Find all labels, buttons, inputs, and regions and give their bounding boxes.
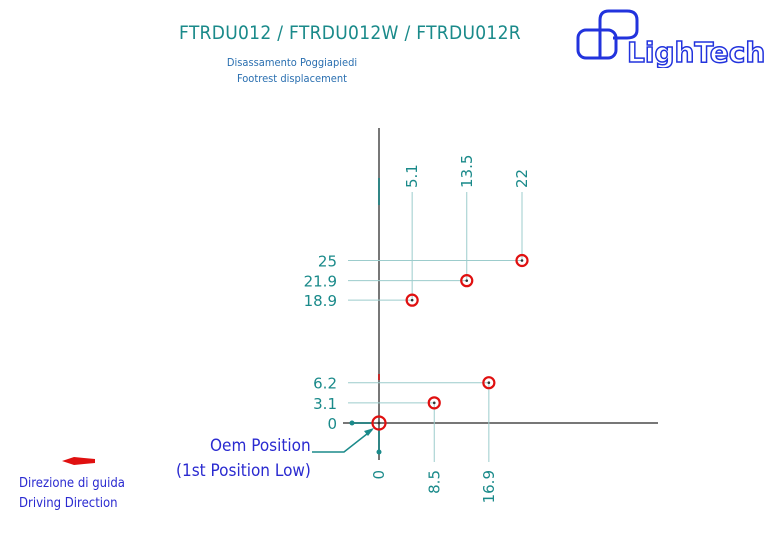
footrest-position-marker: [371, 415, 387, 431]
x-label: 13.5: [458, 155, 476, 188]
footrest-position-center: [487, 381, 491, 385]
footrest-position-center: [465, 279, 469, 282]
origin-arrow-left-dot: [349, 420, 355, 426]
footrest-position-marker: [405, 293, 419, 307]
x-label: 22: [513, 169, 531, 188]
footrest-position-center: [377, 421, 381, 425]
x-label: 16.9: [480, 470, 498, 503]
x-label: 5.1: [403, 164, 421, 188]
y-label: 21.9: [304, 273, 337, 291]
svg-text:LighTech: LighTech: [627, 36, 765, 68]
driving-direction-arrow-icon: [62, 457, 95, 465]
origin-arrow-down-dot: [376, 449, 382, 455]
subtitle-english: Footrest displacement: [236, 72, 348, 85]
footrest-position-marker: [427, 396, 441, 410]
lightech-logo: LighTech: [576, 9, 766, 68]
y-label: 18.9: [304, 292, 337, 310]
callout-arrowhead: [364, 428, 374, 436]
y-label: 0: [327, 415, 337, 433]
drawing-title: FTRDU012 / FTRDU012W / FTRDU012R: [179, 22, 521, 44]
footrest-position-marker: [460, 274, 474, 288]
callout-leader: [312, 429, 373, 453]
subtitle-italian: Disassamento Poggiapiedi: [226, 56, 358, 69]
footrest-position-marker: [482, 376, 496, 390]
oem-position-label: Oem Position: [210, 436, 311, 456]
footrest-position-center: [432, 401, 436, 405]
driving-direction-label-it: Direzione di guida: [19, 476, 125, 491]
oem-position-sublabel: (1st Position Low): [176, 461, 311, 481]
driving-direction-label-en: Driving Direction: [19, 496, 118, 511]
x-label: 0: [370, 470, 388, 480]
footrest-position-center: [410, 298, 414, 302]
footrest-position-center: [520, 259, 524, 262]
footrest-position-marker: [515, 253, 529, 268]
y-label: 25: [318, 253, 337, 271]
y-label: 6.2: [313, 375, 337, 393]
y-label: 3.1: [313, 395, 337, 413]
x-label: 8.5: [425, 470, 443, 494]
